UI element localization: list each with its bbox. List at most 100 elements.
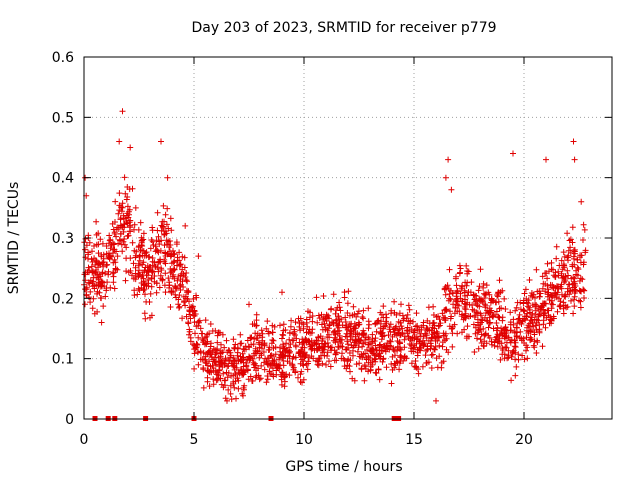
data-point [308, 346, 315, 353]
data-point [172, 284, 179, 291]
data-point [531, 338, 538, 345]
data-point [132, 276, 139, 283]
data-point [204, 378, 211, 385]
data-point [515, 316, 522, 323]
data-point [146, 253, 153, 260]
data-point [138, 242, 145, 248]
data-point [292, 319, 299, 326]
data-point [348, 327, 354, 334]
data-point [202, 359, 209, 366]
data-point [413, 363, 419, 370]
data-point [580, 259, 587, 266]
data-point [332, 310, 339, 317]
data-point [248, 341, 255, 348]
data-point [499, 351, 506, 358]
data-point [169, 273, 176, 280]
data-point [518, 335, 525, 342]
data-point [336, 299, 343, 306]
data-point [356, 360, 363, 367]
data-point [388, 310, 395, 317]
data-point [461, 326, 468, 333]
data-point [471, 349, 478, 355]
data-point [271, 323, 278, 330]
data-point [318, 340, 325, 347]
data-point [169, 267, 176, 274]
data-point [209, 362, 216, 369]
data-point [250, 359, 257, 366]
data-point [158, 265, 165, 272]
data-point [507, 327, 514, 334]
data-point [171, 258, 178, 265]
data-point [95, 241, 102, 248]
data-point [147, 245, 154, 252]
data-point [125, 214, 132, 221]
data-point [539, 273, 546, 280]
data-point [166, 244, 173, 251]
data-point [408, 360, 415, 367]
data-point [380, 303, 387, 310]
data-point [474, 329, 481, 336]
data-point [419, 363, 426, 370]
data-point [502, 344, 509, 350]
data-point [502, 335, 508, 342]
data-point [87, 288, 94, 295]
data-point [261, 340, 268, 347]
data-point [477, 266, 484, 273]
data-point [536, 328, 543, 335]
data-point [362, 339, 369, 346]
data-point [417, 333, 424, 340]
data-point [522, 286, 529, 293]
data-point [94, 308, 101, 315]
data-point [539, 343, 546, 350]
data-point [516, 311, 523, 318]
data-point [234, 344, 241, 351]
data-point [344, 310, 351, 316]
data-point [445, 156, 452, 163]
data-point [187, 315, 194, 322]
data-point [570, 247, 577, 254]
data-point [156, 284, 163, 291]
data-point [324, 334, 331, 340]
data-point [433, 314, 440, 320]
data-point [395, 318, 402, 325]
data-point [548, 259, 555, 266]
data-point [442, 291, 449, 298]
data-point [279, 331, 286, 338]
data-point [324, 349, 331, 356]
data-point [88, 256, 95, 263]
data-point [490, 298, 497, 305]
data-point [95, 250, 102, 257]
data-point [280, 341, 286, 348]
data-point [127, 144, 134, 151]
data-point [344, 300, 351, 307]
data-point [581, 226, 588, 233]
data-point [571, 293, 578, 300]
data-point [193, 294, 200, 301]
data-point [230, 378, 237, 385]
data-point [270, 337, 277, 344]
data-point [549, 284, 556, 291]
data-point [297, 327, 304, 334]
data-point [127, 267, 134, 274]
data-point [187, 338, 194, 345]
data-point [142, 291, 148, 298]
data-point [342, 314, 349, 321]
data-point [177, 261, 184, 268]
data-point [581, 287, 588, 294]
data-point [484, 307, 491, 314]
data-point [454, 301, 461, 308]
data-point [180, 284, 187, 290]
data-point [252, 360, 258, 367]
data-point [82, 277, 89, 284]
data-point [576, 278, 583, 284]
data-point [283, 340, 290, 347]
data-point [503, 344, 510, 351]
data-point [569, 224, 576, 231]
data-point [519, 352, 526, 359]
data-point [475, 322, 482, 329]
data-point [351, 339, 358, 346]
data-point [352, 325, 359, 332]
data-point [309, 313, 316, 319]
data-point [355, 321, 362, 328]
data-point [533, 266, 540, 273]
